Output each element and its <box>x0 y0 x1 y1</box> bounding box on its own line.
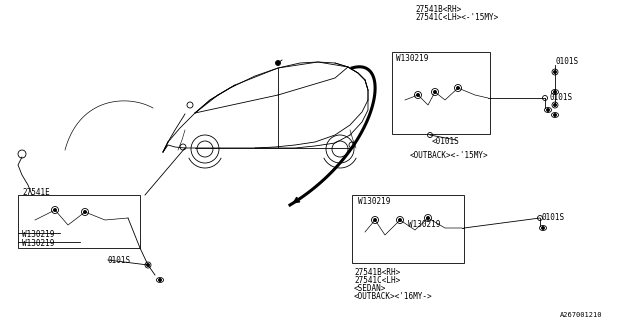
Text: W130219: W130219 <box>358 197 390 206</box>
Text: <SEDAN>: <SEDAN> <box>354 284 387 293</box>
Circle shape <box>547 108 550 111</box>
Ellipse shape <box>552 90 559 94</box>
Text: W130219: W130219 <box>22 230 54 239</box>
Circle shape <box>54 209 56 212</box>
Text: 0101S: 0101S <box>550 93 573 102</box>
Circle shape <box>554 91 557 93</box>
Circle shape <box>541 227 545 229</box>
Ellipse shape <box>552 113 559 117</box>
Text: <0101S: <0101S <box>432 137 460 146</box>
Text: 0101S: 0101S <box>555 57 578 66</box>
Circle shape <box>159 278 161 282</box>
Circle shape <box>426 217 429 220</box>
Text: W130219: W130219 <box>396 54 428 63</box>
Text: 27541B<RH>: 27541B<RH> <box>354 268 400 277</box>
Text: W130219: W130219 <box>22 239 54 248</box>
Text: 27541E: 27541E <box>22 188 50 197</box>
Text: 27541C<LH>: 27541C<LH> <box>354 276 400 285</box>
Text: 0101S: 0101S <box>542 213 565 222</box>
Ellipse shape <box>157 277 163 283</box>
Circle shape <box>456 86 460 90</box>
Circle shape <box>417 93 419 97</box>
Text: 0101S: 0101S <box>108 256 131 265</box>
Circle shape <box>554 114 557 116</box>
Text: A267001210: A267001210 <box>560 312 602 318</box>
Bar <box>352 195 464 263</box>
Circle shape <box>83 211 86 213</box>
Text: <OUTBACK><'16MY->: <OUTBACK><'16MY-> <box>354 292 433 301</box>
Bar <box>392 52 490 134</box>
Circle shape <box>433 91 436 93</box>
Circle shape <box>399 219 401 221</box>
Circle shape <box>374 219 376 221</box>
Text: <OUTBACK><-'15MY>: <OUTBACK><-'15MY> <box>410 151 488 160</box>
Ellipse shape <box>545 108 552 113</box>
Bar <box>18 195 140 248</box>
Circle shape <box>147 263 150 267</box>
Circle shape <box>554 70 557 74</box>
Text: 27541C<LH><-'15MY>: 27541C<LH><-'15MY> <box>415 13 499 22</box>
Text: W130219: W130219 <box>408 220 440 229</box>
Circle shape <box>554 103 557 107</box>
Text: 27541B<RH>: 27541B<RH> <box>415 5 461 14</box>
Ellipse shape <box>540 226 547 230</box>
Circle shape <box>275 60 280 66</box>
